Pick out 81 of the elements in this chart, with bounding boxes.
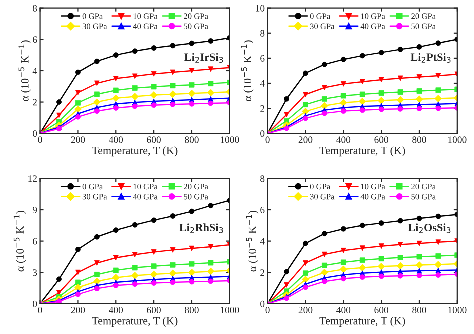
legend-label: 40 GPa bbox=[360, 24, 386, 30]
x-tick-label: 400 bbox=[336, 136, 351, 144]
annotation: Li$_{2}$RhSi$_{3}$ bbox=[180, 224, 224, 234]
x-tick-label: 600 bbox=[147, 136, 161, 144]
legend-label: 40 GPa bbox=[133, 194, 158, 200]
legend-label: 10 GPa bbox=[134, 184, 158, 190]
x-axis-title: Temperature, T (K) bbox=[92, 316, 178, 327]
legend-label: 30 GPa bbox=[310, 194, 335, 200]
y-tick-label: 12 bbox=[28, 176, 37, 182]
x-tick-label: 200 bbox=[71, 307, 86, 314]
y-tick-label: 6 bbox=[260, 206, 265, 214]
y-tick-label: 0 bbox=[260, 300, 265, 308]
legend-label: 0 GPa bbox=[310, 14, 331, 20]
x-tick-label: 800 bbox=[412, 307, 426, 314]
x-tick-label: 600 bbox=[374, 307, 388, 314]
x-tick-label: 1000 bbox=[448, 136, 467, 144]
legend-label: 0 GPa bbox=[82, 184, 104, 190]
y-tick-label: 9 bbox=[32, 206, 38, 214]
y-tick-label: 0 bbox=[33, 300, 38, 308]
legend-label: 30 GPa bbox=[82, 194, 108, 200]
y-tick-label: 0 bbox=[33, 130, 38, 138]
x-tick-label: 1000 bbox=[448, 307, 467, 314]
y-tick-label: 0 bbox=[260, 130, 265, 138]
legend-label: 50 GPa bbox=[412, 24, 436, 30]
x-tick-label: 400 bbox=[336, 307, 351, 314]
x-tick-label: 1000 bbox=[221, 307, 240, 314]
annotation: Li$_{2}$PtSi$_{3}$ bbox=[410, 53, 451, 63]
y-tick-label: 6 bbox=[33, 238, 38, 245]
y-tick-label: 8 bbox=[33, 5, 38, 12]
y-tick-label: 4 bbox=[32, 68, 38, 74]
legend-label: 20 GPa bbox=[184, 184, 208, 190]
y-tick-label: 3 bbox=[33, 270, 38, 276]
y-axis-title: α (10$^{−5}$ K$^{−1}$) bbox=[14, 210, 26, 272]
x-tick-label: 0 bbox=[38, 136, 42, 144]
x-axis-title: Temperature, T (K) bbox=[320, 316, 406, 327]
x-tick-label: 400 bbox=[109, 307, 124, 314]
y-tick-label: 8 bbox=[260, 176, 265, 182]
x-tick-label: 0 bbox=[266, 136, 270, 144]
x-axis-title: Temperature, T (K) bbox=[320, 146, 406, 157]
y-tick-label: 4 bbox=[260, 238, 265, 245]
y-tick-label: 10 bbox=[256, 5, 265, 12]
legend-label: 0 GPa bbox=[310, 184, 331, 190]
x-tick-label: 600 bbox=[374, 136, 388, 144]
legend-label: 10 GPa bbox=[134, 14, 158, 20]
legend-label: 20 GPa bbox=[184, 14, 208, 20]
y-axis-title: α (10$^{−5}$ K$^{−1}$) bbox=[18, 40, 32, 102]
x-tick-label: 800 bbox=[185, 307, 199, 314]
y-tick-label: 2 bbox=[33, 99, 37, 106]
legend-label: 0 GPa bbox=[82, 14, 104, 20]
legend-label: 10 GPa bbox=[361, 184, 386, 190]
x-tick-label: 800 bbox=[412, 136, 426, 144]
y-tick-label: 2 bbox=[260, 270, 264, 276]
x-tick-label: 200 bbox=[71, 136, 86, 144]
annotation: Li$_{2}$IrSi$_{3}$ bbox=[184, 53, 224, 63]
legend-label: 40 GPa bbox=[360, 194, 386, 200]
legend-label: 50 GPa bbox=[412, 194, 436, 200]
legend-label: 40 GPa bbox=[133, 24, 158, 30]
legend-label: 20 GPa bbox=[412, 14, 436, 20]
y-tick-label: 6 bbox=[260, 55, 265, 62]
y-axis-title: α (10$^{−5}$ K$^{−1}$) bbox=[241, 40, 254, 102]
y-axis-title: α (10$^{−5}$ K$^{−1}$) bbox=[246, 210, 259, 272]
legend-label: 50 GPa bbox=[184, 194, 208, 200]
y-tick-label: 6 bbox=[33, 36, 38, 44]
annotation: Li$_{2}$OsSi$_{3}$ bbox=[408, 224, 451, 234]
x-tick-label: 400 bbox=[109, 136, 124, 144]
x-tick-label: 200 bbox=[298, 307, 313, 314]
legend-label: 30 GPa bbox=[310, 24, 335, 30]
y-tick-label: 8 bbox=[260, 30, 265, 37]
legend-label: 30 GPa bbox=[82, 24, 108, 30]
x-axis-title: Temperature, T (K) bbox=[92, 146, 178, 157]
legend-label: 20 GPa bbox=[412, 184, 436, 190]
x-tick-label: 0 bbox=[266, 307, 270, 314]
x-tick-label: 0 bbox=[38, 307, 42, 314]
x-tick-label: 200 bbox=[298, 136, 313, 144]
x-tick-label: 1000 bbox=[221, 136, 240, 144]
legend-label: 50 GPa bbox=[184, 24, 208, 30]
x-tick-label: 600 bbox=[147, 307, 161, 314]
legend-label: 10 GPa bbox=[361, 14, 386, 20]
y-tick-label: 2 bbox=[260, 105, 264, 112]
x-tick-label: 800 bbox=[185, 136, 199, 144]
y-tick-label: 4 bbox=[260, 80, 265, 87]
